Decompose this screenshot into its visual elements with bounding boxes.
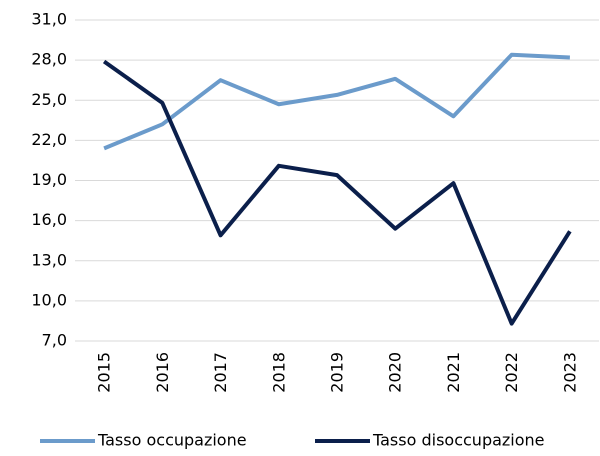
y-tick-label: 19,0 <box>31 170 67 189</box>
x-tick-label: 2017 <box>211 352 230 393</box>
y-tick-label: 25,0 <box>31 90 67 109</box>
line-series <box>102 59 572 326</box>
y-tick-label: 22,0 <box>31 130 67 149</box>
y-tick-label: 28,0 <box>31 50 67 69</box>
y-tick-label: 16,0 <box>31 210 67 229</box>
x-tick-label: 2016 <box>153 352 172 393</box>
legend-label: Tasso occupazione <box>97 431 247 450</box>
y-tick-label: 31,0 <box>31 10 67 29</box>
x-tick-label: 2021 <box>444 352 463 393</box>
x-tick-label: 2019 <box>328 352 347 393</box>
x-tick-label: 2023 <box>560 352 579 393</box>
x-tick-label: 2015 <box>95 352 114 393</box>
x-tick-label: 2022 <box>502 352 521 393</box>
y-tick-label: 10,0 <box>31 290 67 309</box>
x-tick-label: 2018 <box>269 352 288 393</box>
line-series <box>103 52 570 151</box>
y-tick-label: 13,0 <box>31 250 67 269</box>
x-tick-label: 2020 <box>386 352 405 393</box>
y-tick-label: 7,0 <box>42 331 67 350</box>
legend-label: Tasso disoccupazione <box>372 431 545 450</box>
